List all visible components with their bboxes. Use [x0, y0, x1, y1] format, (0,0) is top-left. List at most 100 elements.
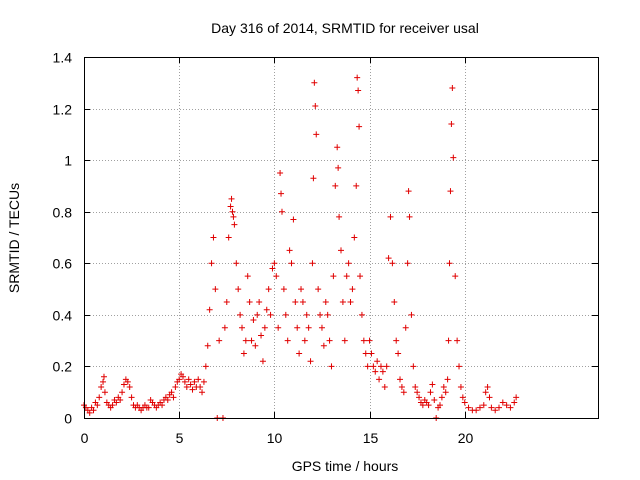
data-point	[195, 376, 202, 383]
data-point	[228, 195, 235, 202]
data-point	[376, 376, 383, 383]
data-point	[354, 74, 361, 81]
data-point	[189, 386, 196, 393]
data-point	[330, 273, 337, 280]
data-point	[385, 255, 392, 262]
grid-layer	[84, 57, 598, 418]
data-point	[488, 404, 495, 411]
data-point	[227, 203, 234, 210]
data-point	[454, 337, 461, 344]
data-point	[181, 378, 188, 385]
data-point	[120, 381, 127, 388]
data-point	[317, 311, 324, 318]
data-point	[197, 384, 204, 391]
data-point	[278, 208, 285, 215]
data-points	[81, 74, 520, 421]
data-point	[101, 389, 108, 396]
data-point	[168, 389, 175, 396]
y-tick-label: 1.2	[53, 102, 73, 118]
data-point	[447, 188, 454, 195]
data-point	[360, 337, 367, 344]
data-point	[446, 260, 453, 267]
data-point	[496, 404, 503, 411]
ticks-layer: 0 0.2 0.4 0.6 0.8 1 1.2 1.4 0 5 10 15 20	[53, 50, 598, 446]
data-point	[200, 378, 207, 385]
data-point	[290, 216, 297, 223]
data-point	[250, 317, 257, 324]
data-point	[231, 221, 238, 228]
data-point	[301, 337, 308, 344]
data-point	[507, 404, 514, 411]
data-point	[239, 324, 246, 331]
data-point	[387, 213, 394, 220]
data-point	[159, 402, 166, 409]
data-point	[442, 389, 449, 396]
data-point	[298, 286, 305, 293]
plot-frame	[84, 57, 599, 419]
data-point	[383, 363, 390, 370]
data-point	[336, 213, 343, 220]
data-point	[511, 399, 518, 406]
data-point	[391, 298, 398, 305]
data-point	[400, 389, 407, 396]
data-point	[233, 260, 240, 267]
data-point	[294, 324, 301, 331]
data-point	[252, 342, 259, 349]
data-point	[299, 298, 306, 305]
data-point	[284, 337, 291, 344]
data-point	[206, 306, 213, 313]
data-point	[440, 384, 447, 391]
data-point	[513, 394, 520, 401]
data-point	[145, 404, 152, 411]
data-point	[280, 286, 287, 293]
data-point	[176, 376, 183, 383]
data-point	[326, 337, 333, 344]
data-point	[263, 306, 270, 313]
data-point	[402, 324, 409, 331]
data-point	[364, 363, 371, 370]
data-point	[436, 402, 443, 409]
data-point	[353, 182, 360, 189]
data-point	[109, 402, 116, 409]
x-axis-label: GPS time / hours	[292, 458, 399, 474]
data-point	[410, 363, 417, 370]
data-point	[271, 260, 278, 267]
data-point	[119, 389, 126, 396]
y-axis-label: SRMTID / TECUs	[6, 183, 22, 293]
data-point	[315, 286, 322, 293]
y-tick-label: 0.4	[53, 308, 73, 324]
data-point	[338, 247, 344, 254]
data-point	[492, 407, 499, 414]
data-point	[476, 404, 483, 411]
data-point	[408, 311, 415, 318]
data-point	[240, 350, 247, 357]
data-point	[341, 337, 348, 344]
data-point	[90, 407, 97, 414]
data-point	[444, 376, 451, 383]
data-point	[370, 363, 377, 370]
data-point	[427, 389, 434, 396]
data-point	[318, 324, 325, 331]
data-point	[179, 373, 186, 380]
y-tick-label: 0	[64, 411, 72, 427]
data-point	[395, 350, 402, 357]
data-point	[456, 363, 463, 370]
data-point	[212, 286, 219, 293]
data-point	[377, 363, 384, 370]
data-point	[345, 260, 352, 267]
data-point	[258, 332, 265, 339]
data-point	[473, 407, 480, 414]
data-point	[465, 404, 472, 411]
chart-title: Day 316 of 2014, SRMTID for receiver usa…	[211, 20, 479, 36]
data-point	[237, 311, 244, 318]
data-point	[461, 399, 468, 406]
data-point	[324, 311, 331, 318]
data-point	[246, 298, 253, 305]
data-point	[296, 350, 303, 357]
data-point	[202, 363, 209, 370]
y-tick-label: 0.8	[53, 205, 73, 221]
data-point	[429, 381, 436, 388]
data-point	[357, 273, 364, 280]
y-tick-label: 0.6	[53, 256, 73, 272]
